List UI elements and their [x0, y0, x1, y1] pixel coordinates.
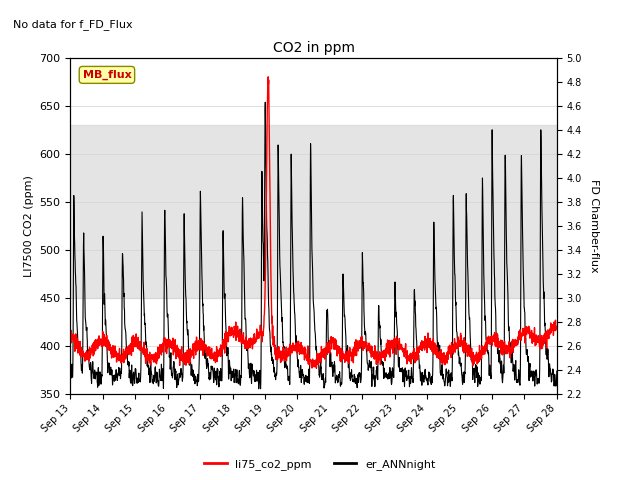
Y-axis label: FD Chamber-flux: FD Chamber-flux [589, 179, 598, 273]
Bar [70, 125, 557, 298]
Text: No data for f_FD_Flux: No data for f_FD_Flux [13, 19, 132, 30]
Y-axis label: LI7500 CO2 (ppm): LI7500 CO2 (ppm) [24, 175, 34, 276]
Text: MB_flux: MB_flux [83, 70, 131, 80]
Legend: li75_co2_ppm, er_ANNnight: li75_co2_ppm, er_ANNnight [200, 455, 440, 474]
Title: CO2 in ppm: CO2 in ppm [273, 41, 355, 55]
